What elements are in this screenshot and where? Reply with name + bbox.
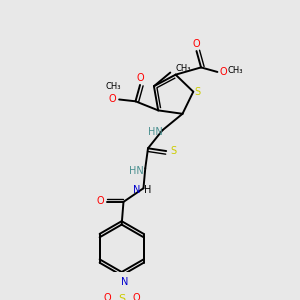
Text: O: O: [97, 196, 105, 206]
Text: O: O: [219, 67, 226, 77]
Text: O: O: [109, 94, 117, 103]
Text: O: O: [193, 39, 200, 49]
Text: CH₃: CH₃: [175, 64, 191, 74]
Text: HN: HN: [129, 166, 144, 176]
Text: S: S: [118, 294, 125, 300]
Text: CH₃: CH₃: [228, 66, 243, 75]
Text: N: N: [121, 277, 128, 287]
Text: H: H: [144, 185, 152, 195]
Text: CH₃: CH₃: [105, 82, 121, 91]
Text: O: O: [136, 73, 144, 83]
Text: S: S: [195, 87, 201, 97]
Text: N: N: [133, 185, 140, 195]
Text: HN: HN: [148, 127, 163, 137]
Text: O: O: [132, 293, 140, 300]
Text: O: O: [103, 293, 111, 300]
Text: S: S: [170, 146, 176, 156]
